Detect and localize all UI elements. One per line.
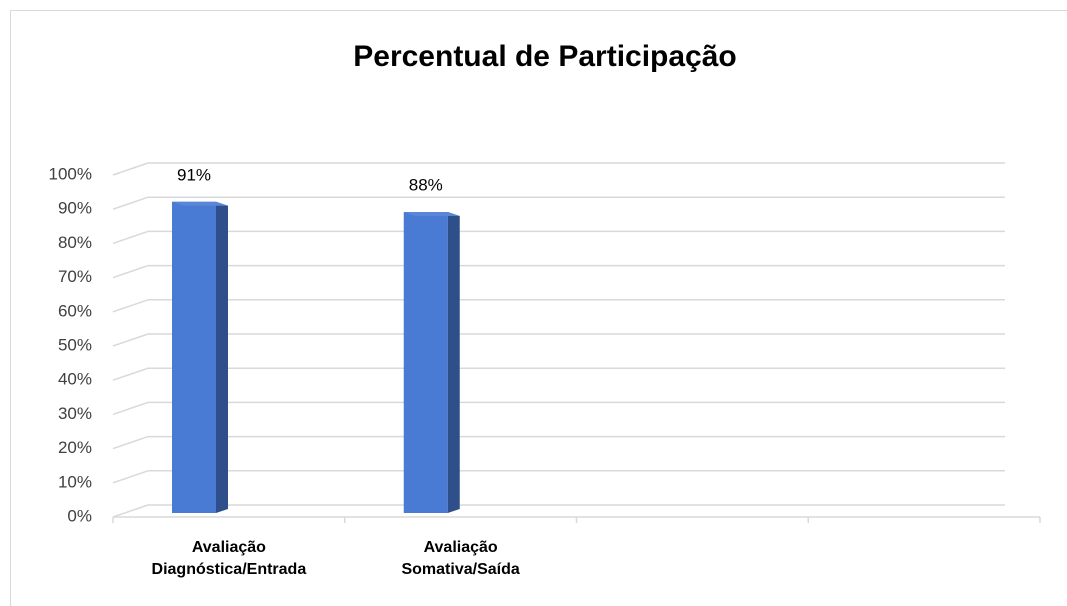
grid-line-side	[112, 401, 149, 416]
y-tick-label: 100%	[49, 164, 92, 183]
chart-border	[10, 10, 1067, 606]
grid-line-side	[112, 504, 149, 518]
grid-line-side	[112, 162, 149, 176]
grid-line-side	[112, 470, 149, 484]
bar-top	[172, 201, 228, 206]
bar	[172, 201, 216, 513]
bar	[403, 212, 448, 514]
y-tick-label: 40%	[58, 370, 92, 389]
y-tick-label: 80%	[58, 233, 92, 252]
x-tick-label: Avaliação Diagnóstica/Entrada	[151, 539, 307, 578]
bar-side	[216, 201, 228, 513]
grid-line-side	[112, 196, 149, 210]
y-tick-label: 20%	[58, 438, 92, 457]
grid-line-side	[112, 367, 149, 381]
data-label: 91%	[177, 165, 211, 184]
chart-title: Percentual de Participação	[353, 40, 737, 73]
y-tick-label: 30%	[58, 404, 92, 423]
y-tick-label: 70%	[58, 267, 92, 286]
grid-line-side	[112, 435, 149, 450]
bar-top	[403, 212, 460, 217]
grid-line-side	[112, 230, 149, 245]
y-tick-label: 90%	[58, 199, 92, 218]
grid-line-side	[112, 264, 149, 279]
bar-side	[447, 212, 460, 514]
y-tick-label: 60%	[58, 301, 92, 320]
data-label: 88%	[409, 176, 443, 195]
x-tick-label: Avaliação Somativa/Saída	[401, 539, 520, 578]
y-tick-label: 0%	[67, 506, 92, 525]
y-tick-label: 10%	[58, 472, 92, 491]
grid-line-side	[112, 299, 149, 313]
y-tick-label: 50%	[58, 335, 92, 354]
grid-line-side	[112, 333, 149, 347]
